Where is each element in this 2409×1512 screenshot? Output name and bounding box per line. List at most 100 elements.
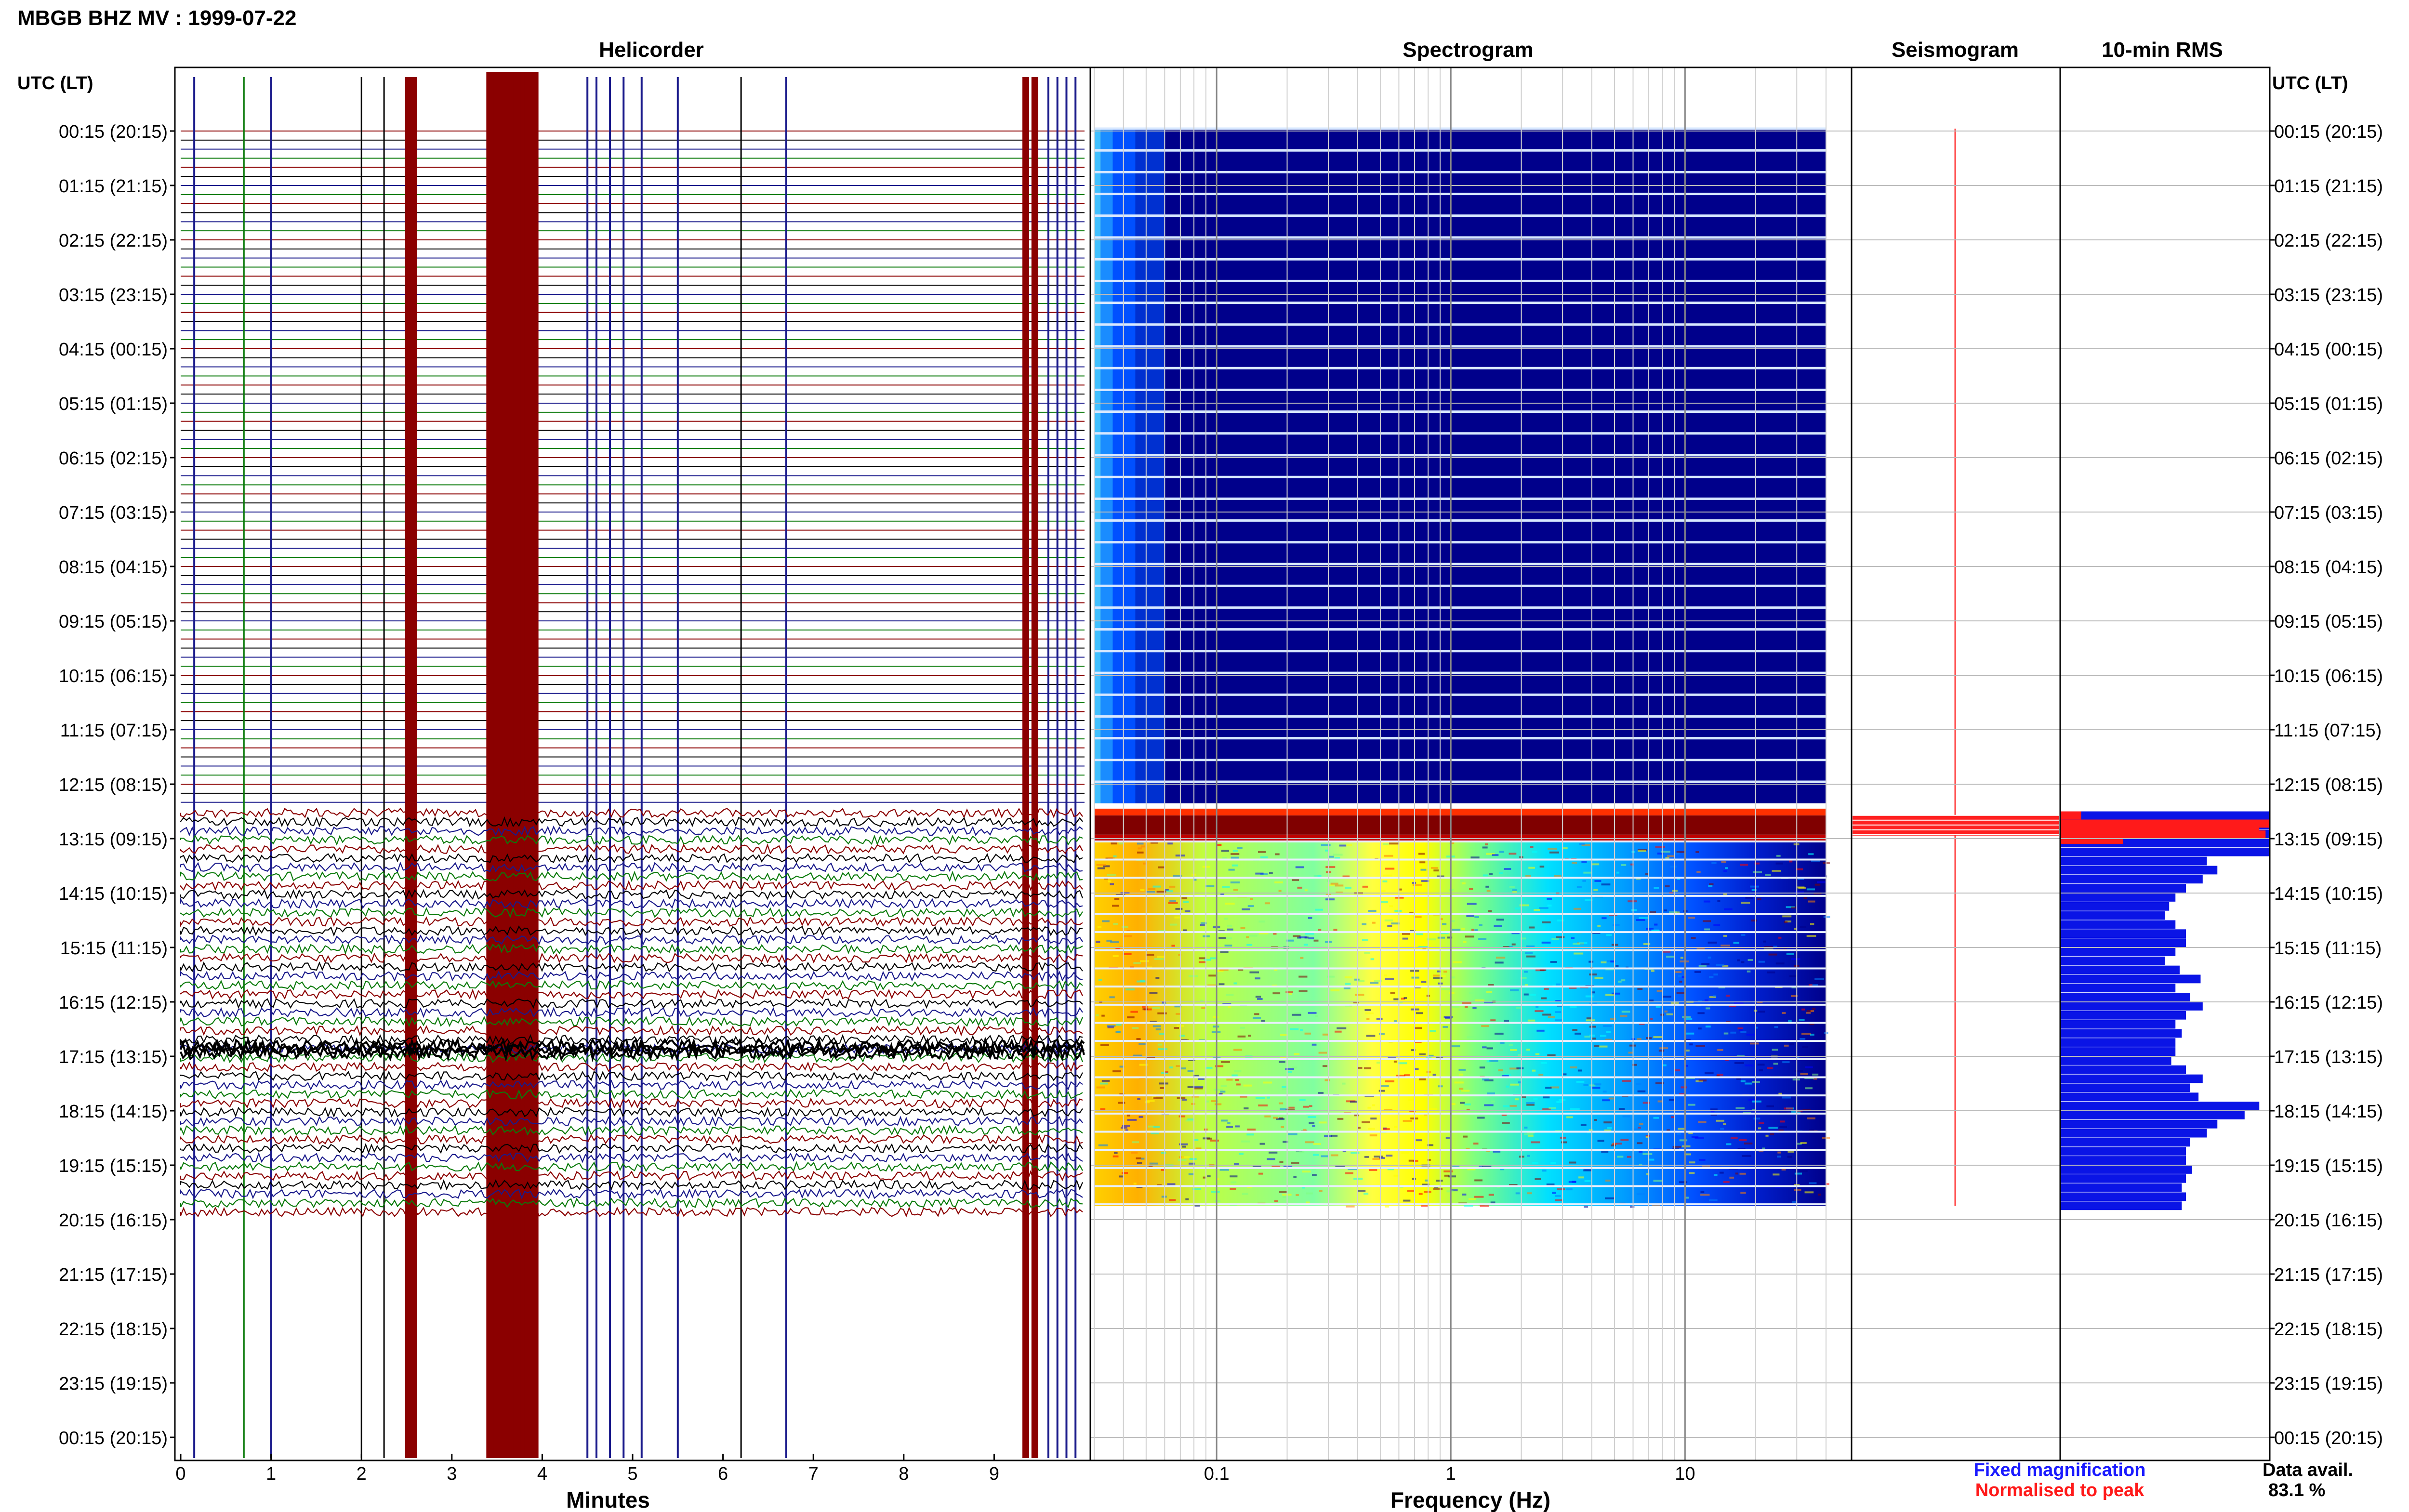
spectrogram-speckle [1253,1017,1261,1019]
spectrogram-speckle [1389,905,1393,907]
spectrogram-speckle [1299,1151,1305,1154]
spectrogram-speckle [1097,926,1102,928]
spectrogram-speckle [1098,1144,1108,1146]
spectrogram-speckle [1721,945,1731,947]
spectrogram-speckle [1583,1084,1588,1086]
time-label-right: 12:15 (08:15) [2274,775,2383,795]
spectrogram-speckle [1297,936,1301,939]
spectrogram-speckle [1757,1064,1765,1066]
spectrogram-speckle [1140,845,1145,848]
spectrogram-speckle [1298,975,1308,978]
spectrogram-speckle [1574,952,1584,955]
spectrogram-speckle [1766,1105,1774,1107]
spectrogram-speckle [1694,1137,1704,1139]
spectrogram-speckle [1431,867,1439,869]
spectrogram-speckle [1233,1049,1243,1051]
spectrogram-speckle [1713,1174,1718,1176]
spectrogram-speckle [1189,1157,1197,1160]
spectrogram-speckle [1751,920,1757,922]
spectrogram-low-freq-band [1135,129,1165,803]
spectrogram-speckle [1695,851,1699,854]
spectrogram-speckle [1292,1066,1297,1069]
spectrogram-speckle [1419,861,1426,864]
spectrogram-speckle [1750,885,1759,888]
spectrogram-speckle [1572,1029,1578,1031]
spectrogram-speckle [1809,1182,1817,1184]
spectrogram-speckle [1422,1027,1428,1030]
spectrogram-speckle [1374,1156,1383,1158]
spectrogram-burst-row [1094,808,1826,815]
spectrogram-speckle [1552,1192,1556,1194]
spectrogram-speckle [1604,1129,1612,1131]
spectrogram-speckle [1800,1073,1808,1075]
spectrogram-speckle [1237,847,1243,849]
spectrogram-speckle [1122,1172,1128,1174]
spectrogram-speckle [1710,1114,1717,1116]
spectrogram-speckle [1717,1074,1723,1076]
spectrogram-speckle [1790,958,1800,960]
spectrogram-speckle [1679,1093,1685,1095]
spectrogram-speckle [1773,946,1777,948]
spectrogram-speckle [1543,1096,1550,1099]
spectrogram-speckle [1528,867,1535,869]
spectrogram-speckle [1642,1102,1650,1104]
spectrogram-speckle [1364,952,1370,954]
spectrogram-speckle [1293,1176,1297,1178]
spectrogram-speckle [1394,1126,1398,1128]
spectrogram-speckle [1233,1070,1242,1073]
spectrogram-speckle [1650,1018,1653,1020]
spectrogram-speckle [1509,886,1515,888]
spectrogram-speckle [1372,921,1376,924]
spectrogram-speckle [1668,911,1677,914]
spectrogram-speckle [1354,978,1360,981]
rms-bar-fixed [2060,1111,2245,1119]
spectrogram-speckle [1643,943,1651,946]
helicorder-trace-strong [180,1044,1085,1063]
spectrogram-speckle [1521,1096,1526,1098]
left-axis-header: UTC (LT) [17,73,93,93]
spectrogram-speckle [1759,1069,1763,1072]
spectrogram-speckle [1181,1156,1190,1158]
spectrogram-speckle [1182,1145,1187,1148]
spectrogram-speckle [1198,1078,1204,1080]
spectrogram-speckle [1226,994,1234,996]
spectrogram-speckle [1720,1128,1724,1130]
spectrogram-speckle [1288,1133,1297,1135]
spectrogram-speckle [1127,1016,1135,1019]
spectrogram-speckle [1350,1101,1357,1103]
spectrogram-speckle [1112,955,1119,958]
spectrogram-speckle [1700,1191,1705,1194]
spectrogram-speckle [1381,890,1386,892]
helicorder-trace [180,952,1083,964]
spectrogram-speckle [1460,1102,1465,1104]
spectrogram-speckle [1258,851,1266,853]
spectrogram-speckle [1509,1044,1513,1046]
spectrogram-speckle [1516,1067,1524,1069]
spectrogram-speckle [1176,1065,1181,1067]
spectrogram-speckle [1274,1200,1278,1202]
time-label-right: 02:15 (22:15) [2274,231,2383,251]
spectrogram-speckle [1469,992,1474,994]
spectrogram-speckle [1443,1026,1448,1028]
spectrogram-speckle [1745,1064,1754,1066]
spectrogram-speckle [1264,902,1270,905]
spectrogram-speckle [1711,862,1717,864]
spectrogram-speckle [1782,1096,1791,1099]
spectrogram-speckle [1393,1060,1397,1063]
spectrogram-speckle [1137,980,1146,983]
spectrogram-speckle [1178,1156,1185,1158]
spectrogram-speckle [1741,934,1746,936]
spectrogram-speckle [1247,1035,1251,1037]
spectrogram-speckle [1362,923,1367,925]
spectrogram-speckle [1158,866,1165,868]
spectrogram-speckle [1591,991,1595,994]
spectrogram-speckle [1137,851,1144,854]
spectrogram-speckle [1496,957,1506,959]
spectrogram-speckle [1495,961,1504,964]
spectrogram-speckle [1482,846,1488,849]
frequency-tick-label: 1 [1446,1464,1456,1484]
spectrogram-speckle [1306,1192,1313,1195]
spectrogram-speckle [1721,861,1726,863]
spectrogram-speckle [1654,923,1658,926]
spectrogram-speckle [1217,844,1221,846]
